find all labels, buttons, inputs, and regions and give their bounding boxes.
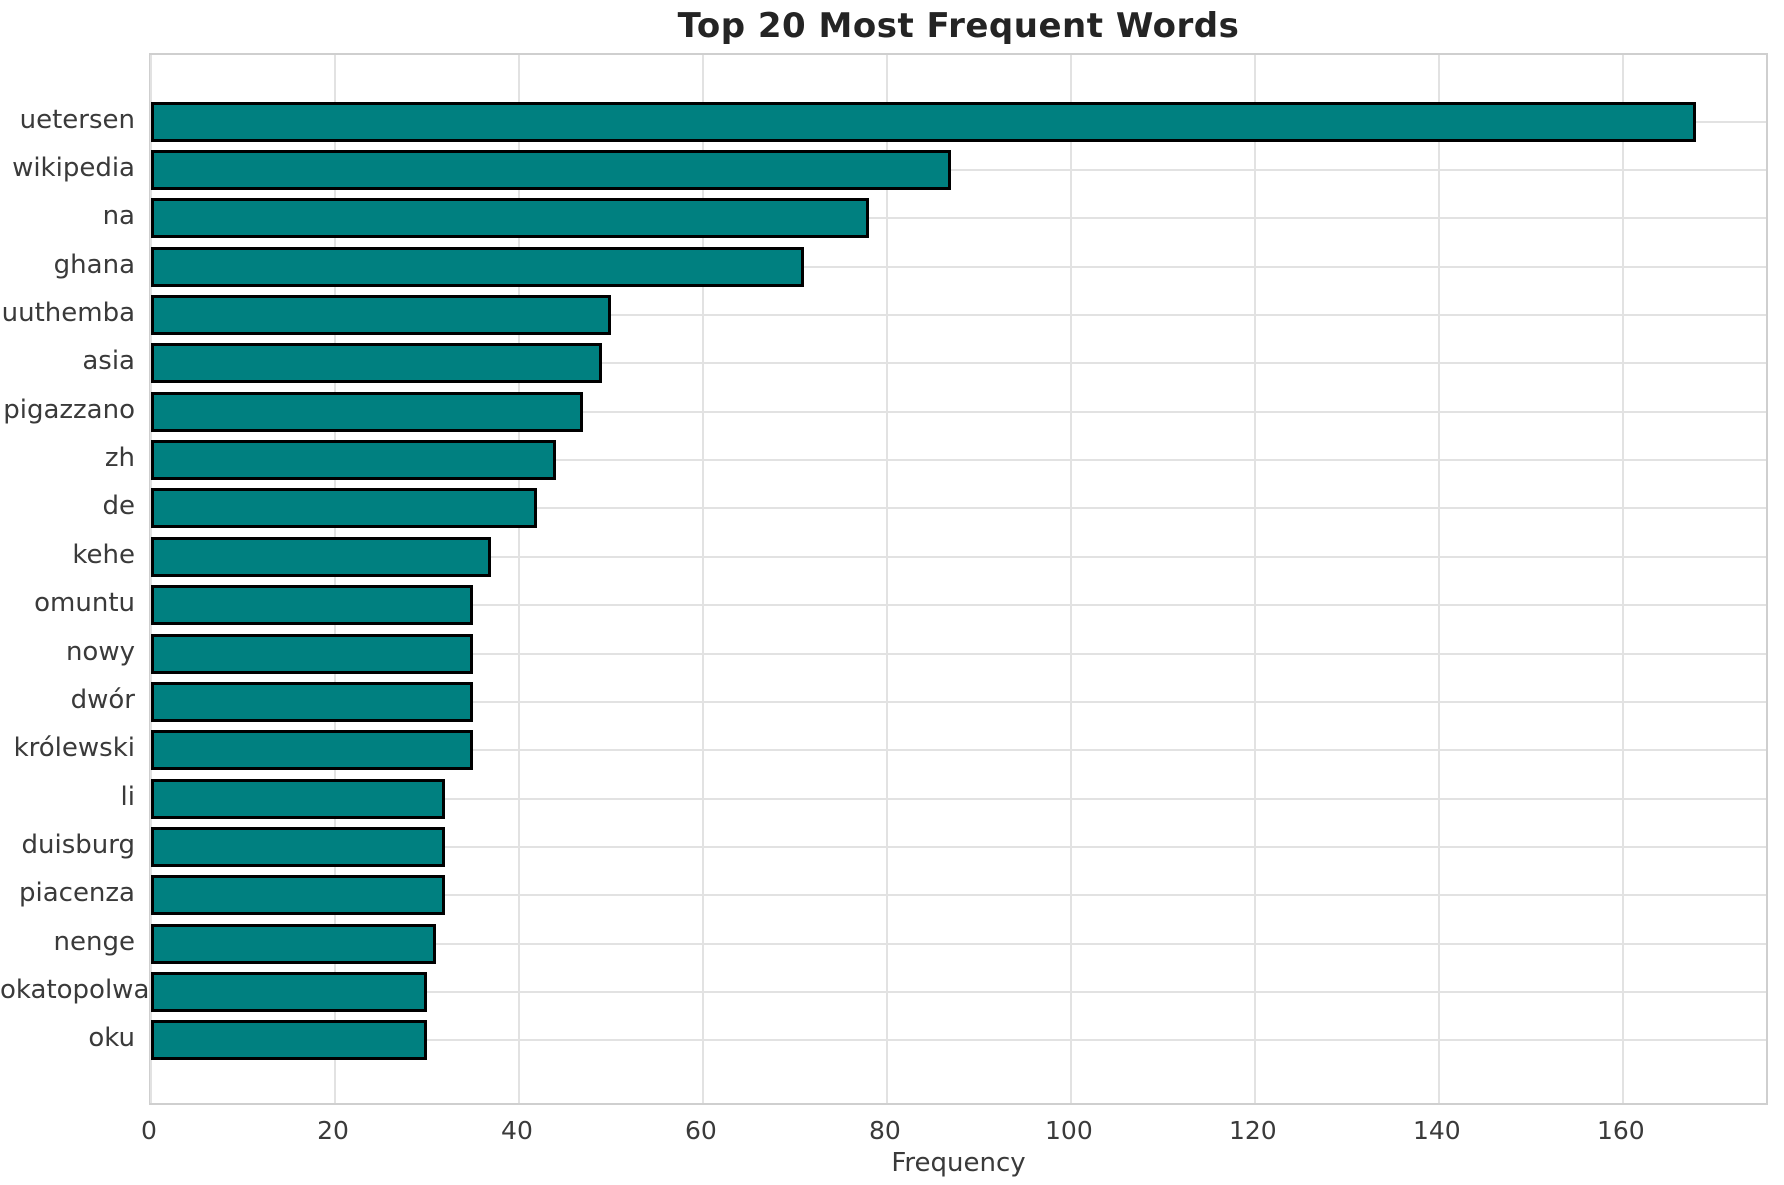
- y-gridline: [151, 1039, 1766, 1042]
- y-tick-label: piacenza: [18, 878, 135, 909]
- x-tick-label: 140: [1412, 1116, 1461, 1145]
- y-tick-label: uetersen: [19, 104, 135, 135]
- y-gridline: [151, 362, 1766, 365]
- y-tick-label: duisburg: [21, 829, 135, 860]
- y-gridline: [151, 652, 1766, 655]
- bar-pigazzano: [151, 391, 584, 432]
- y-gridline: [151, 749, 1766, 752]
- x-gridline: [333, 55, 336, 1103]
- x-gridline: [701, 55, 704, 1103]
- y-gridline: [151, 845, 1766, 848]
- x-gridline: [1069, 55, 1072, 1103]
- y-tick-label: oku: [88, 1023, 135, 1054]
- x-gridline: [1253, 55, 1256, 1103]
- bar-dwór: [151, 681, 473, 722]
- y-gridline: [151, 990, 1766, 993]
- y-tick-label: li: [120, 781, 135, 812]
- y-tick-label: asia: [82, 346, 135, 377]
- y-tick-label: wikipedia: [12, 153, 135, 184]
- bar-kehe: [151, 536, 492, 577]
- x-gridline: [1621, 55, 1624, 1103]
- bar-uuthemba: [151, 295, 611, 336]
- bar-asia: [151, 343, 602, 384]
- bar-nowy: [151, 633, 473, 674]
- y-tick-label: królewski: [13, 733, 135, 764]
- x-tick-label: 120: [1229, 1116, 1277, 1145]
- x-gridline: [1437, 55, 1440, 1103]
- y-gridline: [151, 604, 1766, 607]
- bars-layer: [151, 55, 1766, 1103]
- bar-omuntu: [151, 585, 473, 626]
- bar-zh: [151, 440, 556, 481]
- y-tick-label: pigazzano: [3, 394, 135, 425]
- y-gridline: [151, 507, 1766, 510]
- y-tick-label: okatopolwa: [0, 974, 150, 1005]
- bar-piacenza: [151, 875, 446, 916]
- plot-area: [149, 53, 1768, 1105]
- y-gridline: [151, 314, 1766, 317]
- x-axis-title: Frequency: [891, 1148, 1026, 1178]
- bar-królewski: [151, 730, 473, 771]
- y-gridline: [151, 265, 1766, 268]
- y-gridline: [151, 797, 1766, 800]
- bar-wikipedia: [151, 150, 952, 191]
- y-gridline: [151, 217, 1766, 220]
- y-gridline: [151, 459, 1766, 462]
- bar-li: [151, 778, 446, 819]
- y-tick-label: nowy: [65, 636, 135, 667]
- y-tick-label: nenge: [53, 926, 135, 957]
- x-gridline: [885, 55, 888, 1103]
- y-gridline: [151, 894, 1766, 897]
- y-tick-label: kehe: [72, 539, 135, 570]
- x-tick-label: 100: [1045, 1116, 1093, 1145]
- chart-title: Top 20 Most Frequent Words: [677, 6, 1240, 46]
- y-gridline: [151, 169, 1766, 172]
- bar-na: [151, 198, 869, 239]
- y-tick-label: de: [102, 491, 136, 522]
- bar-okatopolwa: [151, 971, 427, 1012]
- y-gridline: [151, 555, 1766, 558]
- y-tick-label: na: [102, 201, 135, 232]
- y-tick-label: omuntu: [34, 588, 135, 619]
- bar-de: [151, 488, 538, 529]
- x-gridline: [150, 55, 152, 1103]
- bar-duisburg: [151, 826, 446, 867]
- y-tick-label: dwór: [70, 684, 135, 715]
- bar-uetersen: [151, 101, 1697, 142]
- x-tick-label: 40: [501, 1116, 533, 1145]
- y-tick-label: zh: [104, 443, 135, 474]
- y-gridline: [151, 942, 1766, 945]
- x-gridline: [517, 55, 520, 1103]
- x-tick-label: 0: [141, 1116, 157, 1145]
- bar-ghana: [151, 246, 805, 287]
- x-tick-label: 80: [869, 1116, 901, 1145]
- y-tick-label: ghana: [53, 249, 135, 280]
- bar-oku: [151, 1020, 427, 1061]
- x-tick-label: 160: [1596, 1116, 1645, 1145]
- bar-nenge: [151, 923, 437, 964]
- x-tick-label: 20: [317, 1116, 349, 1145]
- y-tick-label: uuthemba: [1, 298, 135, 329]
- y-gridline: [151, 700, 1766, 703]
- y-gridline: [151, 410, 1766, 413]
- x-tick-label: 60: [685, 1116, 717, 1145]
